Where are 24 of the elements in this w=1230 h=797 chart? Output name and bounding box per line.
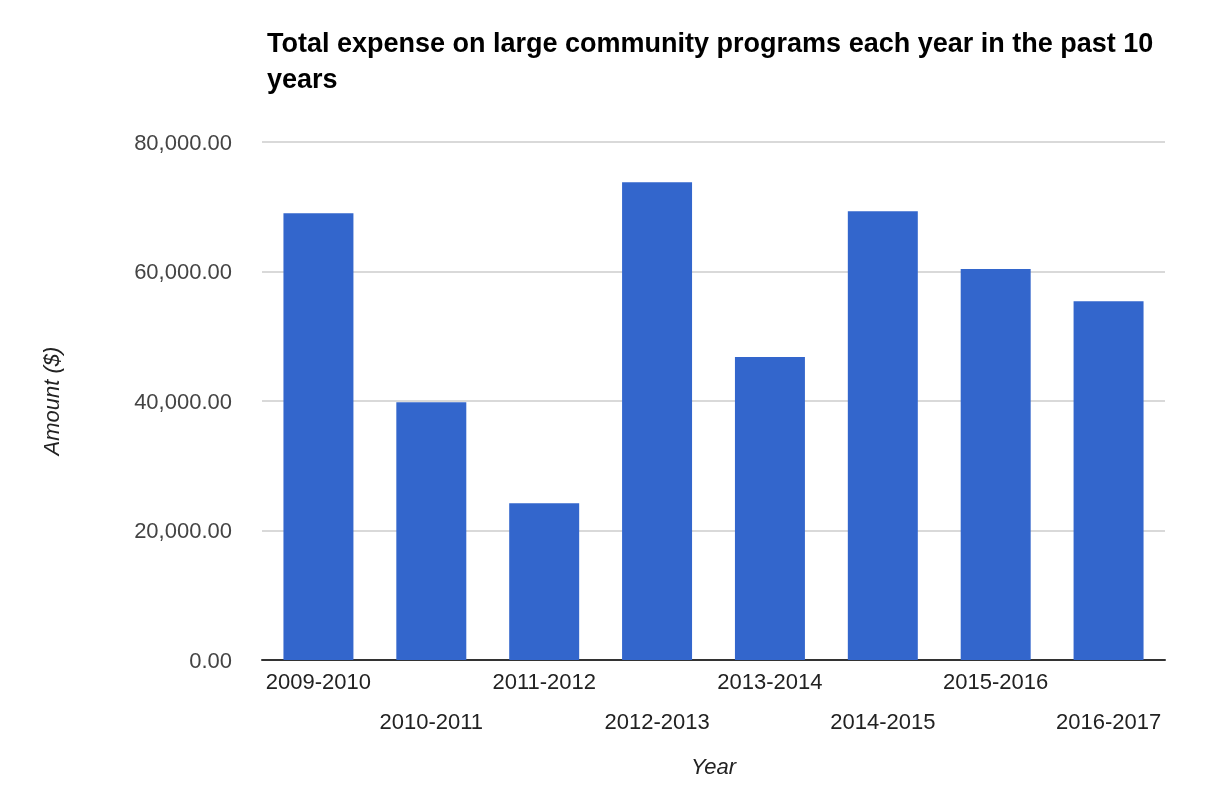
y-tick-label: 80,000.00 — [134, 129, 232, 155]
y-tick-label: 60,000.00 — [134, 259, 232, 284]
chart-title: Total expense on large community programs each year in the past 10 years — [267, 28, 1161, 94]
bar — [1073, 301, 1144, 660]
bar — [396, 402, 467, 660]
y-axis-title: Amount ($) — [38, 346, 64, 458]
bar — [622, 182, 693, 660]
bar — [847, 211, 918, 660]
bar — [509, 503, 580, 660]
x-tick-label: 2013-2014 — [717, 668, 823, 694]
x-axis-title: Year — [690, 753, 738, 779]
x-tick-label: 2016-2017 — [1055, 708, 1162, 734]
x-tick-label: 2011-2012 — [492, 668, 596, 694]
x-tick-label: 2009-2010 — [265, 668, 372, 694]
y-tick-label: 20,000.00 — [134, 518, 232, 543]
bar — [960, 268, 1031, 660]
x-tick-label: 2014-2015 — [830, 708, 936, 734]
x-tick-label: 2015-2016 — [943, 668, 1049, 694]
bar — [283, 213, 354, 660]
x-tick-label: 2012-2013 — [604, 708, 710, 734]
y-tick-label: 40,000.00 — [134, 388, 232, 414]
y-tick-label: 0.00 — [189, 647, 232, 673]
x-tick-label: 2010-2011 — [379, 708, 484, 734]
bar — [734, 356, 805, 660]
